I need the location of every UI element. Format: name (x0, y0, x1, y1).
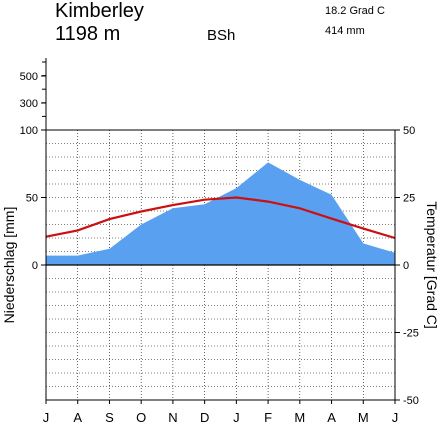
temperature-line (45, 196, 396, 240)
precipitation-area (46, 162, 395, 265)
climate-class: BSh (207, 27, 235, 44)
precip-axis-label: Niederschlag [mm] (1, 207, 17, 324)
plot-frame (45, 129, 396, 404)
temp-axis-label: Temperatur [Grad C] (424, 201, 438, 329)
mean-temperature: 18.2 Grad C (325, 5, 385, 17)
month-label: F (264, 410, 272, 425)
temp-tick-label: 50 (403, 125, 415, 137)
month-label: J (43, 410, 50, 425)
month-label: J (392, 410, 399, 425)
month-label: A (327, 410, 336, 425)
precip-tick-label: 300 (20, 98, 38, 110)
month-label: J (233, 410, 240, 425)
month-label: M (294, 410, 305, 425)
month-label: M (358, 410, 369, 425)
temp-tick-label: 0 (403, 260, 409, 272)
annual-precipitation: 414 mm (325, 25, 365, 37)
month-label: S (105, 410, 114, 425)
temp-tick-label: 25 (403, 193, 415, 205)
month-label: D (200, 410, 209, 425)
precip-tick-label: 50 (26, 193, 38, 205)
precip-tick-label: 0 (32, 260, 38, 272)
precip-tick-label: 100 (20, 125, 38, 137)
station-name: Kimberley (55, 0, 144, 22)
upper-precip-scale (42, 58, 47, 130)
temp-tick-label: -50 (403, 395, 419, 407)
temp-axis-ticks: 50 25 0 -25 -50 (395, 125, 419, 407)
month-label: A (73, 410, 82, 425)
temp-tick-label: -25 (403, 328, 419, 340)
precip-tick-label: 500 (20, 71, 38, 83)
station-elevation: 1198 m (55, 23, 120, 45)
month-label: N (168, 410, 177, 425)
month-label: O (136, 410, 146, 425)
